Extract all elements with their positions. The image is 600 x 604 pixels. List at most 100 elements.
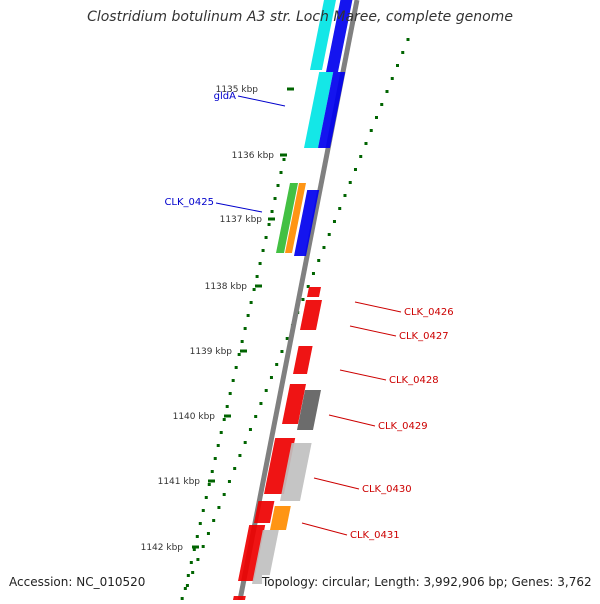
gc-dot-inner [189,561,193,564]
gc-dot-inner [264,236,268,239]
genome-summary-text: Topology: circular; Length: 3,992,906 bp… [262,575,592,589]
gc-dot-inner [207,483,211,486]
gene-feature-block [252,530,279,584]
gene-label-glda: gldA [214,91,236,102]
gene-label-clk_0431: CLK_0431 [350,530,400,541]
gc-dot-outer [264,389,268,392]
gc-dot-outer [338,207,342,210]
gene-label-leader [301,522,348,536]
gene-label-clk_0426: CLK_0426 [404,307,454,318]
gene-feature-block [294,190,320,256]
scale-tick-label: 1136 kbp [232,151,275,161]
scale-ticks: 1135 kbp 1136 kbp 1137 kbp 1138 kbp 1139 kbp… [141,85,294,553]
gene-feature-block [254,501,275,523]
gc-dot-outer [385,90,389,93]
gc-dot-inner [240,340,244,343]
gene-label-clk_0429: CLK_0429 [378,421,428,432]
gene-feature-block [318,72,346,148]
gc-dot-inner [216,444,220,447]
gc-dot-outer [332,220,336,223]
gc-dot-outer [395,64,399,67]
scale-tick-label: 1139 kbp [190,347,233,357]
gene-feature-block [270,506,291,530]
gene-feature-block [304,72,334,148]
gene-label-clk_0428: CLK_0428 [389,375,439,386]
gc-dot-inner [186,574,190,577]
gc-dot-inner [282,158,286,161]
gc-dot-inner [237,353,241,356]
gc-dot-inner [270,210,274,213]
gc-dot-inner [204,496,208,499]
gc-dot-inner [255,275,259,278]
gc-dot-inner [210,470,214,473]
gc-dot-outer [269,376,273,379]
gc-dot-outer [369,129,373,132]
scale-tick-mark [268,217,275,221]
gc-dot-outer [401,51,405,54]
scale-tick-mark [255,284,262,288]
scale-tick-label: 1140 kbp [173,412,216,422]
scale-tick-mark [192,545,199,549]
scale-tick-mark [287,87,294,91]
gene-feature-block [264,438,296,494]
gc-dot-outer [317,259,321,262]
gc-dot-outer [196,558,200,561]
gc-dot-inner [192,548,196,551]
gene-feature-block [280,443,312,501]
scale-tick-label: 1138 kbp [205,282,248,292]
gc-dot-outer [180,597,184,600]
gene-feature-block [293,346,313,374]
gc-dot-inner [225,405,229,408]
gc-dot-outer [374,116,378,119]
gc-dot-outer [222,493,226,496]
gene-label-clk_0425: CLK_0425 [164,197,214,208]
gc-dot-outer [212,519,216,522]
gc-dot-outer [306,285,310,288]
gc-dot-inner [261,249,265,252]
gene-feature-block [310,0,336,70]
gc-dot-inner [276,184,280,187]
gc-dots [180,38,410,600]
gc-dot-outer [280,350,284,353]
gc-dot-outer [191,571,195,574]
gc-dot-inner [258,262,262,265]
gc-dot-inner [183,587,187,590]
gc-dot-outer [227,480,231,483]
gene-label-leader [339,369,387,381]
gc-dot-inner [279,171,283,174]
gc-dot-outer [343,194,347,197]
gc-dot-outer [238,454,242,457]
gc-dot-inner [267,223,271,226]
gc-dot-inner [222,418,226,421]
gc-dot-outer [301,298,305,301]
gc-dot-outer [322,246,326,249]
scale-tick-mark [240,349,247,353]
gc-dot-inner [213,457,217,460]
gene-feature-block [238,525,266,581]
gc-dot-outer [233,467,237,470]
gc-dot-inner [234,366,238,369]
gc-dot-outer [364,142,368,145]
gc-dot-outer [185,584,189,587]
gc-dot-inner [249,301,253,304]
gene-feature-block [233,596,246,600]
gene-feature-block [297,390,321,430]
gene-feature-block [326,0,353,72]
gc-dot-outer [243,441,247,444]
gc-dot-inner [246,314,250,317]
gc-dot-outer [254,415,258,418]
scale-tick-mark [280,153,287,157]
gc-dot-inner [228,392,232,395]
gc-dot-inner [219,431,223,434]
gc-dot-inner [201,509,205,512]
gene-feature-block [307,287,321,297]
scale-tick-label: 1141 kbp [158,477,201,487]
gc-dot-outer [285,337,289,340]
gene-feature-block [276,183,298,253]
gc-dot-outer [217,506,221,509]
gc-dot-outer [275,363,279,366]
gc-dot-outer [248,428,252,431]
gc-dot-outer [348,181,352,184]
